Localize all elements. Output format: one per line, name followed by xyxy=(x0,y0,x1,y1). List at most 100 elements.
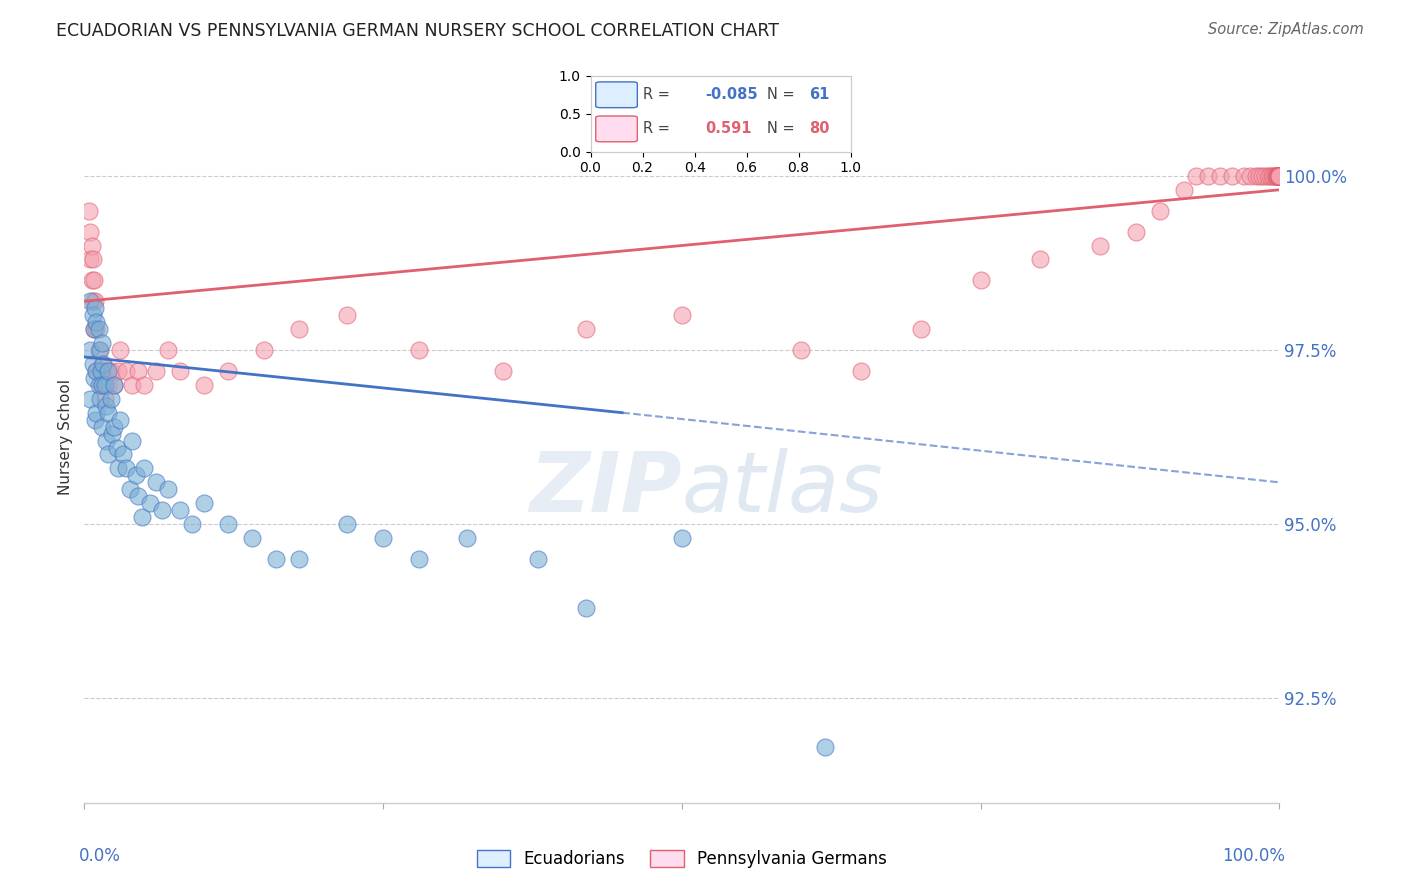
Point xyxy=(575,600,598,615)
Point xyxy=(93,392,115,406)
Text: 61: 61 xyxy=(808,87,830,103)
Point xyxy=(1257,169,1279,183)
Text: R =: R = xyxy=(643,121,669,136)
Point xyxy=(111,448,134,462)
Point xyxy=(1267,169,1289,183)
Point xyxy=(527,552,550,566)
Point xyxy=(1267,169,1289,183)
Point xyxy=(91,336,114,351)
Point xyxy=(851,364,873,378)
Text: 80: 80 xyxy=(808,121,830,136)
Point xyxy=(89,343,111,357)
Point xyxy=(118,483,141,497)
Point xyxy=(107,364,129,378)
Point xyxy=(145,364,167,378)
Point xyxy=(671,308,693,322)
Point xyxy=(1173,183,1195,197)
Point xyxy=(145,475,167,490)
Point xyxy=(105,441,128,455)
Point xyxy=(121,377,143,392)
Point xyxy=(107,461,129,475)
Point xyxy=(84,412,107,426)
Point xyxy=(288,552,311,566)
Point xyxy=(97,377,120,392)
Point xyxy=(193,496,215,510)
Point xyxy=(83,371,105,385)
Point xyxy=(1125,225,1147,239)
Point xyxy=(79,392,101,406)
Text: atlas: atlas xyxy=(682,448,883,529)
Point xyxy=(1029,252,1052,267)
Point xyxy=(1268,169,1291,183)
Point xyxy=(1268,169,1291,183)
Text: -0.085: -0.085 xyxy=(704,87,758,103)
Point xyxy=(91,419,114,434)
Point xyxy=(94,399,117,413)
Point xyxy=(101,426,124,441)
Point xyxy=(103,377,125,392)
Point xyxy=(83,322,105,336)
Point xyxy=(1264,169,1286,183)
Point xyxy=(110,343,132,357)
Point xyxy=(790,343,813,357)
Point xyxy=(264,552,287,566)
Point xyxy=(1239,169,1261,183)
Point xyxy=(970,273,993,287)
Point xyxy=(86,322,108,336)
Point xyxy=(1261,169,1284,183)
Point xyxy=(79,252,101,267)
Point xyxy=(86,315,108,329)
Point xyxy=(115,461,138,475)
Point xyxy=(82,252,104,267)
Point xyxy=(181,517,204,532)
Point xyxy=(1263,169,1285,183)
Point xyxy=(77,203,100,218)
Point xyxy=(91,357,114,371)
Point xyxy=(240,531,263,545)
Point xyxy=(97,448,120,462)
Point xyxy=(1268,169,1291,183)
Point xyxy=(157,343,180,357)
Point xyxy=(336,308,359,322)
Point xyxy=(336,517,359,532)
Point xyxy=(1209,169,1232,183)
Point xyxy=(131,510,153,524)
Point xyxy=(1258,169,1281,183)
Text: N =: N = xyxy=(768,87,794,103)
Text: R =: R = xyxy=(643,87,669,103)
Point xyxy=(910,322,932,336)
Point xyxy=(169,364,191,378)
Point xyxy=(100,364,122,378)
Point xyxy=(93,357,115,371)
Point xyxy=(253,343,276,357)
Point xyxy=(169,503,191,517)
Point xyxy=(1244,169,1267,183)
Text: ECUADORIAN VS PENNSYLVANIA GERMAN NURSERY SCHOOL CORRELATION CHART: ECUADORIAN VS PENNSYLVANIA GERMAN NURSER… xyxy=(56,22,779,40)
Point xyxy=(97,406,120,420)
Point xyxy=(1265,169,1288,183)
Point xyxy=(1268,169,1291,183)
Point xyxy=(132,377,156,392)
Point xyxy=(79,225,101,239)
Point xyxy=(86,364,108,378)
Text: 100.0%: 100.0% xyxy=(1222,847,1285,864)
Point xyxy=(1197,169,1219,183)
Point xyxy=(93,377,115,392)
Point xyxy=(94,364,117,378)
FancyBboxPatch shape xyxy=(596,116,637,142)
Point xyxy=(125,468,148,483)
Point xyxy=(121,434,143,448)
Point xyxy=(814,740,837,755)
Point xyxy=(80,238,103,252)
Point xyxy=(97,364,120,378)
Point xyxy=(132,461,156,475)
Point xyxy=(93,377,115,392)
Y-axis label: Nursery School: Nursery School xyxy=(58,379,73,495)
Point xyxy=(1268,169,1291,183)
Point xyxy=(373,531,395,545)
Point xyxy=(86,406,108,420)
Point xyxy=(82,357,104,371)
Point xyxy=(87,343,110,357)
Point xyxy=(83,273,105,287)
Point xyxy=(87,377,110,392)
